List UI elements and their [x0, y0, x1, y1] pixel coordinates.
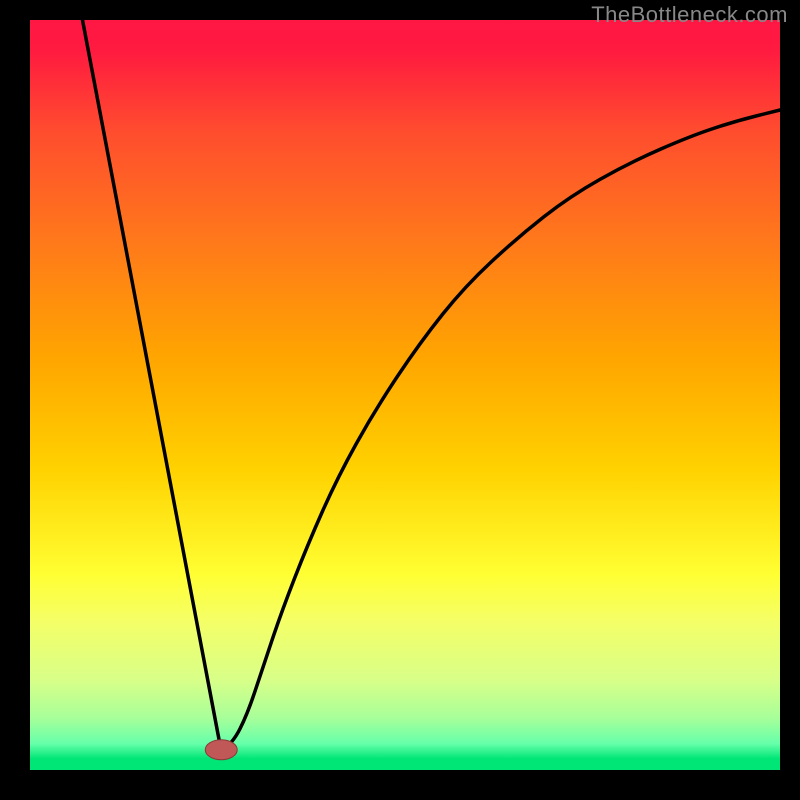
chart-container: TheBottleneck.com	[0, 0, 800, 800]
watermark-text: TheBottleneck.com	[591, 2, 788, 28]
chart-background	[30, 20, 780, 770]
optimum-marker	[205, 740, 237, 760]
bottleneck-chart	[0, 0, 800, 800]
